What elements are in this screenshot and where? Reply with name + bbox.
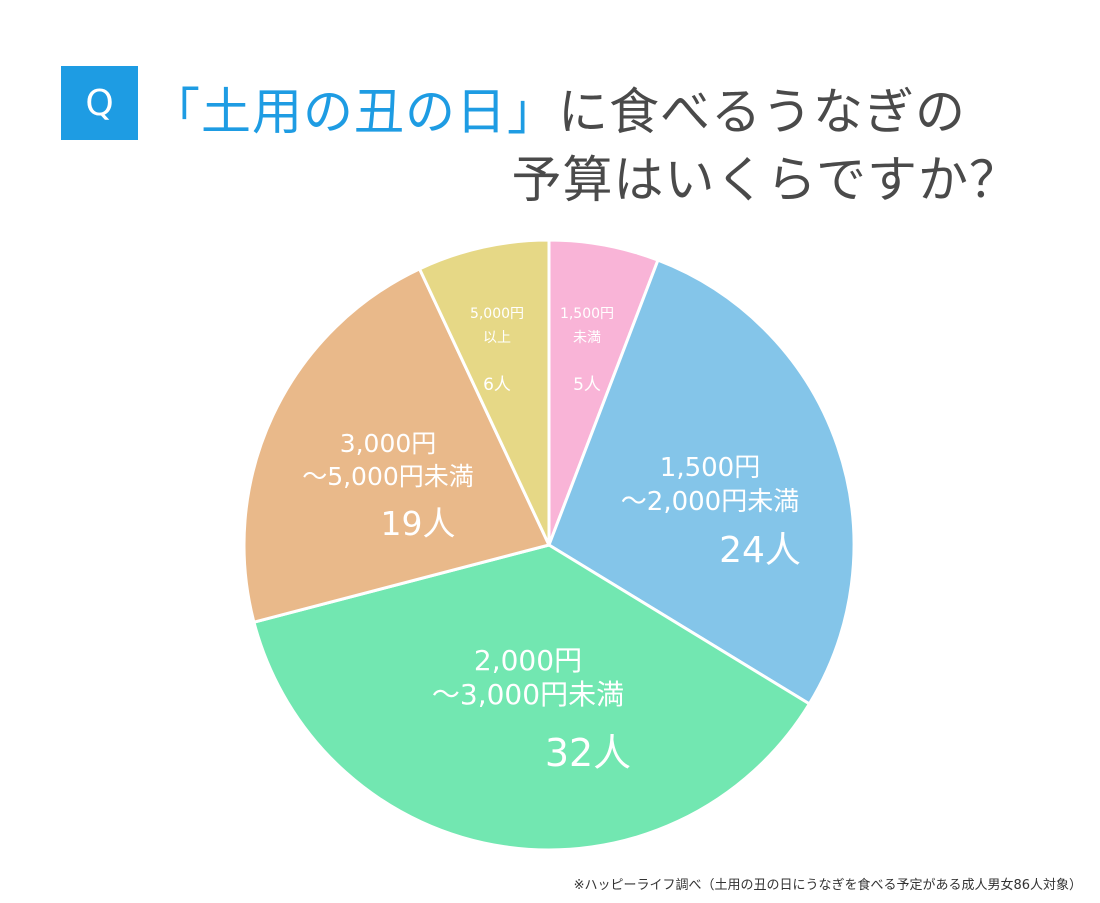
slice-value-label: 24人 — [719, 530, 801, 571]
slice-label-group-3: 2,000円～3,000円未満 32人 — [432, 644, 631, 775]
slice-label-group-2: 1,500円 ～2,000円未満 24人 — [621, 453, 801, 571]
slice-label: 3,000円 — [340, 429, 437, 458]
pie-slice-4 — [242, 267, 551, 624]
slice-label: 未満 — [573, 330, 601, 346]
slice-label: 1,500円 — [560, 306, 614, 322]
slice-label: 以上 — [483, 330, 511, 346]
slice-value-label: 19人 — [381, 504, 456, 543]
pie-slice-3 — [252, 543, 811, 852]
slice-label: 2,000円 — [474, 644, 582, 677]
slice-label: ～2,000円未満 — [621, 487, 799, 517]
question-badge-label: Q — [85, 82, 114, 124]
slice-label: 1,500円 — [660, 453, 760, 483]
title-highlight: 「土用の丑の日」 — [150, 83, 558, 141]
title-line-1: 「土用の丑の日」に食べるうなぎの — [150, 72, 966, 144]
slice-label: ～5,000円未満 — [302, 462, 474, 491]
pie-slice-5 — [418, 238, 551, 547]
slice-value-label: 5人 — [573, 375, 601, 395]
slice-value-label: 32人 — [545, 731, 631, 775]
slice-label: ～3,000円未満 — [432, 678, 624, 711]
source-footnote: ※ハッピーライフ調べ（土用の丑の日にうなぎを食べる予定がある成人男女86人対象） — [573, 878, 1082, 893]
title-rest: に食べるうなぎの — [558, 83, 966, 141]
question-badge: Q — [61, 66, 138, 140]
slice-label-group-4: 3,000円 ～5,000円未満 19人 — [302, 429, 474, 543]
title-line-2: 予算はいくらですか？ — [511, 151, 1020, 209]
slice-label: 5,000円 — [470, 306, 524, 322]
slice-value-label: 6人 — [483, 375, 511, 395]
pie-slice-2 — [547, 258, 856, 706]
